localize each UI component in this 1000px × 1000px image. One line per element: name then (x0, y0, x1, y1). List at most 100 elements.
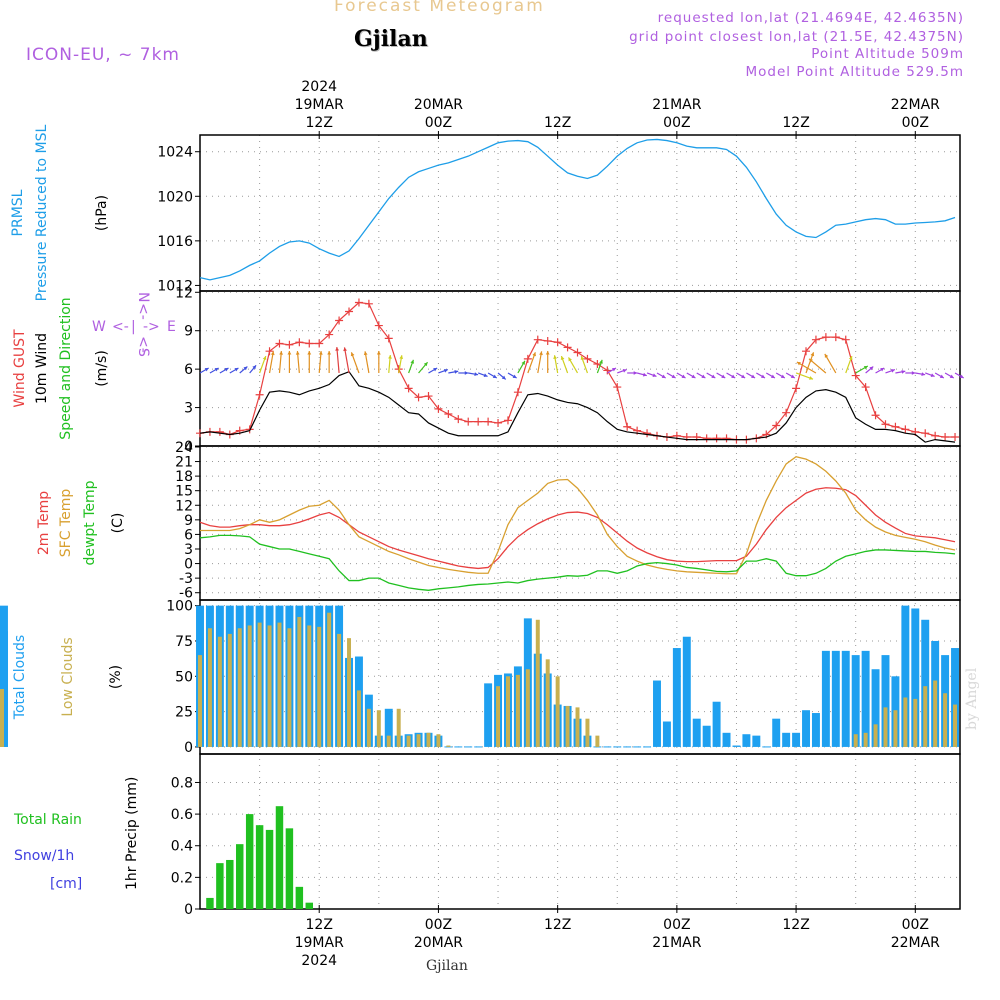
wind-arrow-head (376, 350, 381, 355)
bar-rain (265, 829, 274, 909)
gust-point (364, 299, 373, 308)
wind-arrow (756, 372, 766, 379)
wind-arrow (259, 355, 267, 374)
wind-arrow-head (671, 374, 676, 378)
compass-arrow-n: <- (135, 303, 151, 320)
gust-point (454, 415, 463, 424)
gust-point (792, 384, 801, 393)
compass-e: E (167, 319, 176, 335)
y-tick-label: 18 (175, 469, 193, 485)
series-line-wind-gust (199, 301, 956, 441)
wind-arrow-head (287, 350, 292, 355)
wind-arrow-shaft (796, 361, 817, 374)
bar-rain (275, 806, 284, 909)
wind-arrow (785, 372, 796, 379)
bar-low-clouds (317, 626, 322, 747)
bar-rain (236, 844, 244, 909)
bar-low-clouds (446, 745, 451, 747)
y-tick-label: 6 (184, 527, 193, 543)
y-tick-label: 0 (184, 902, 193, 918)
bar-total-clouds (742, 734, 751, 747)
bar-total-clouds (732, 745, 741, 747)
wind-arrow (567, 357, 579, 374)
bar-low-clouds (247, 625, 252, 747)
wind-arrow-head (939, 374, 944, 378)
bar-low-clouds (525, 669, 530, 747)
wind-arrow (398, 355, 404, 374)
gust-point (474, 417, 483, 426)
wind-arrow (865, 366, 874, 374)
gust-point (643, 429, 652, 438)
wind-arrow-head (661, 374, 666, 378)
wind-arrow-head (809, 376, 813, 380)
bar-total-clouds (653, 680, 661, 747)
gust-point (345, 307, 354, 316)
bar-low-clouds (913, 698, 918, 747)
wind-arrow (656, 372, 666, 379)
wind-arrow (706, 372, 716, 379)
location-name: Gjilan (354, 26, 428, 52)
compass-arrow-w: <- (112, 319, 129, 335)
bar-low-clouds (277, 622, 282, 747)
wind-arrow-shaft (336, 347, 340, 374)
bar-total-clouds (662, 721, 671, 747)
bar-low-clouds (883, 707, 888, 747)
wind-arrow (199, 367, 209, 374)
wind-arrow (318, 351, 323, 374)
gust-point (712, 434, 721, 443)
gust-point (335, 316, 344, 325)
bar-total-clouds (792, 732, 801, 747)
x-tick-label-bottom: 21MAR (652, 935, 701, 951)
wind-arrow (666, 372, 676, 379)
bar-low-clouds (933, 680, 938, 747)
wind-arrow-head (711, 374, 716, 378)
bar-low-clouds (565, 705, 570, 747)
bar-low-clouds (575, 707, 580, 747)
wind-arrow (775, 372, 786, 379)
bar-low-clouds (356, 690, 361, 747)
wind-arrow (408, 359, 415, 374)
panel-clouds: 0 25 50 75 100 Total Clouds Low Clouds (%) (0, 599, 961, 756)
wind-arrow-head (652, 373, 657, 378)
wind-arrow-head (388, 355, 392, 359)
y-tick-label: 0 (184, 740, 193, 756)
gust-point (275, 339, 284, 348)
wind-arrow-head (959, 374, 964, 378)
wind-arrow (875, 367, 885, 374)
gust-point (951, 433, 960, 442)
wind-arrow (895, 369, 906, 374)
wind-arrow-head (622, 368, 627, 373)
gust-point (265, 347, 274, 356)
wind-arrow (736, 372, 746, 379)
wind-arrow (795, 372, 814, 380)
wind-arrow (560, 355, 569, 374)
gust-point (623, 422, 632, 431)
wind-arrow-head (443, 368, 448, 373)
wind-arrow-shaft (268, 351, 274, 374)
panel-border (199, 753, 961, 910)
y-tick-label: 0.6 (171, 807, 193, 823)
wind-arrow (686, 372, 696, 379)
y-tick-label: 0 (184, 439, 193, 455)
bar-low-clouds (863, 732, 868, 747)
gust-point (414, 393, 423, 402)
wind-arrow (925, 372, 935, 378)
wind-arrow (545, 350, 550, 373)
wind-arrow (716, 372, 726, 379)
gust-point (841, 335, 850, 344)
bar-total-clouds (901, 605, 910, 747)
wind-arrow (627, 371, 638, 375)
ylabel-temperature-3: (C) (110, 513, 126, 534)
wind-arrow-head (350, 352, 355, 357)
ylabel-temperature-0: 2m Temp (36, 491, 52, 555)
bar-total-clouds (851, 655, 860, 747)
bar-low-clouds (535, 619, 540, 747)
wind-arrow-shaft (343, 347, 350, 374)
wind-arrow (646, 372, 657, 378)
bar-total-clouds (722, 732, 731, 747)
wind-arrow (295, 351, 300, 374)
y-tick-label: 100 (166, 599, 193, 615)
grid-point-coords: grid point closest lon,lat (21.5E, 42.43… (629, 29, 964, 45)
wind-arrow-head (611, 367, 616, 372)
wind-arrow-head (770, 374, 775, 378)
